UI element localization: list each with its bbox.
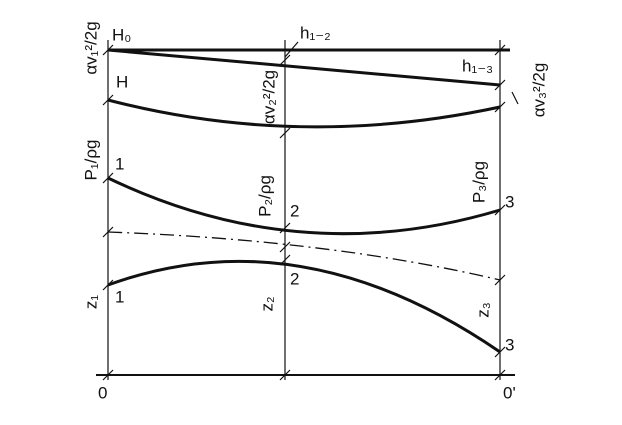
label: h₁₋₃	[462, 56, 493, 75]
label: 3	[505, 335, 514, 354]
label: 2	[290, 269, 299, 288]
label: αv₁²/2g	[81, 21, 100, 74]
label: 1	[115, 287, 124, 306]
label: z₃	[473, 302, 492, 317]
label: 1	[115, 154, 124, 173]
label: 0	[98, 383, 107, 402]
tick-marks	[102, 44, 506, 381]
label: P₃/ρg	[469, 161, 488, 203]
label: αv₂²/2g	[259, 70, 278, 124]
label: 0'	[503, 383, 516, 402]
label: z₁	[81, 295, 100, 310]
label: P₂/ρg	[255, 175, 274, 217]
label: h₁₋₂	[300, 23, 331, 42]
label: z₂	[257, 296, 276, 311]
label: P₁/ρg	[81, 140, 100, 181]
label: H	[116, 72, 128, 91]
label: 3	[505, 192, 514, 211]
frame-lines	[96, 40, 519, 380]
label: αv₃²/2g	[529, 63, 548, 118]
label: H₀	[112, 25, 131, 44]
label: 2	[290, 201, 299, 220]
